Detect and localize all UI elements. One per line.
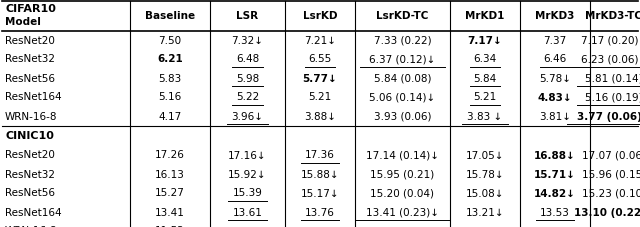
Text: 3.96↓: 3.96↓: [232, 111, 264, 121]
Text: 16.13: 16.13: [155, 170, 185, 180]
Text: ResNet32: ResNet32: [5, 170, 55, 180]
Text: ResNet20: ResNet20: [5, 35, 55, 45]
Text: 5.21: 5.21: [308, 92, 332, 103]
Text: 15.92↓: 15.92↓: [228, 170, 267, 180]
Text: 5.83: 5.83: [158, 74, 182, 84]
Text: LSR: LSR: [236, 11, 259, 21]
Text: 6.23 (0.06)↓: 6.23 (0.06)↓: [581, 54, 640, 64]
Text: MrKD3-TC: MrKD3-TC: [586, 11, 640, 21]
Text: 15.95 (0.21): 15.95 (0.21): [371, 170, 435, 180]
Text: MrKD1: MrKD1: [465, 11, 505, 21]
Text: 3.81↓: 3.81↓: [539, 111, 571, 121]
Text: 5.16 (0.19): 5.16 (0.19): [585, 92, 640, 103]
Text: 6.34: 6.34: [474, 54, 497, 64]
Text: 13.21↓: 13.21↓: [466, 207, 504, 217]
Text: 4.83↓: 4.83↓: [538, 92, 572, 103]
Text: 5.77↓: 5.77↓: [303, 74, 337, 84]
Text: Baseline: Baseline: [145, 11, 195, 21]
Text: 16.88↓: 16.88↓: [534, 151, 576, 160]
Text: ResNet32: ResNet32: [5, 54, 55, 64]
Text: 7.21↓: 7.21↓: [304, 35, 336, 45]
Text: ResNet164: ResNet164: [5, 92, 61, 103]
Text: 6.46: 6.46: [543, 54, 566, 64]
Text: 15.96 (0.15): 15.96 (0.15): [582, 170, 640, 180]
Text: 15.20 (0.04): 15.20 (0.04): [371, 188, 435, 198]
Text: 15.88↓: 15.88↓: [301, 170, 339, 180]
Text: 13.41 (0.23)↓: 13.41 (0.23)↓: [366, 207, 439, 217]
Text: 3.93 (0.06): 3.93 (0.06): [374, 111, 431, 121]
Text: 5.16: 5.16: [158, 92, 182, 103]
Text: MrKD3: MrKD3: [535, 11, 575, 21]
Text: ResNet20: ResNet20: [5, 151, 55, 160]
Text: 15.78↓: 15.78↓: [466, 170, 504, 180]
Text: CINIC10: CINIC10: [5, 131, 54, 141]
Text: 15.17↓: 15.17↓: [301, 188, 339, 198]
Text: 17.26: 17.26: [155, 151, 185, 160]
Text: 15.23 (0.10): 15.23 (0.10): [582, 188, 640, 198]
Text: 17.05↓: 17.05↓: [466, 151, 504, 160]
Text: 5.84 (0.08): 5.84 (0.08): [374, 74, 431, 84]
Text: 6.21: 6.21: [157, 54, 183, 64]
Text: Model: Model: [5, 17, 41, 27]
Text: ResNet56: ResNet56: [5, 74, 55, 84]
Text: 6.55: 6.55: [308, 54, 332, 64]
Text: 7.32↓: 7.32↓: [232, 35, 264, 45]
Text: 4.17: 4.17: [158, 111, 182, 121]
Text: 5.22: 5.22: [236, 92, 259, 103]
Text: 5.81 (0.14): 5.81 (0.14): [585, 74, 640, 84]
Text: 6.37 (0.12)↓: 6.37 (0.12)↓: [369, 54, 436, 64]
Text: 15.27: 15.27: [155, 188, 185, 198]
Text: 17.16↓: 17.16↓: [228, 151, 267, 160]
Text: 17.36: 17.36: [305, 151, 335, 160]
Text: 7.50: 7.50: [159, 35, 182, 45]
Text: 13.53: 13.53: [540, 207, 570, 217]
Text: 5.78↓: 5.78↓: [539, 74, 571, 84]
Text: 15.71↓: 15.71↓: [534, 170, 576, 180]
Text: CIFAR10: CIFAR10: [5, 4, 56, 14]
Text: 7.37: 7.37: [543, 35, 566, 45]
Text: 15.39: 15.39: [232, 188, 262, 198]
Text: 13.76: 13.76: [305, 207, 335, 217]
Text: 3.88↓: 3.88↓: [304, 111, 336, 121]
Text: ResNet56: ResNet56: [5, 188, 55, 198]
Text: 5.84: 5.84: [474, 74, 497, 84]
Text: 7.33 (0.22): 7.33 (0.22): [374, 35, 431, 45]
Text: 17.07 (0.06): 17.07 (0.06): [582, 151, 640, 160]
Text: WRN-16-8: WRN-16-8: [5, 111, 58, 121]
Text: 5.06 (0.14)↓: 5.06 (0.14)↓: [369, 92, 436, 103]
Text: 13.41: 13.41: [155, 207, 185, 217]
Text: 13.10 (0.22)↓: 13.10 (0.22)↓: [573, 207, 640, 217]
Text: 13.61: 13.61: [232, 207, 262, 217]
Text: 3.77 (0.06)↓: 3.77 (0.06)↓: [577, 111, 640, 121]
Text: 6.48: 6.48: [236, 54, 259, 64]
Text: ResNet164: ResNet164: [5, 207, 61, 217]
Text: LsrKD: LsrKD: [303, 11, 337, 21]
Text: 5.21: 5.21: [474, 92, 497, 103]
Text: 14.82↓: 14.82↓: [534, 188, 576, 198]
Text: 15.08↓: 15.08↓: [466, 188, 504, 198]
Text: 7.17↓: 7.17↓: [468, 35, 502, 45]
Text: LsrKD-TC: LsrKD-TC: [376, 11, 429, 21]
Text: 3.83 ↓: 3.83 ↓: [467, 111, 502, 121]
Text: 5.98: 5.98: [236, 74, 259, 84]
Text: 17.14 (0.14)↓: 17.14 (0.14)↓: [366, 151, 439, 160]
Text: 7.17 (0.20)↓: 7.17 (0.20)↓: [581, 35, 640, 45]
